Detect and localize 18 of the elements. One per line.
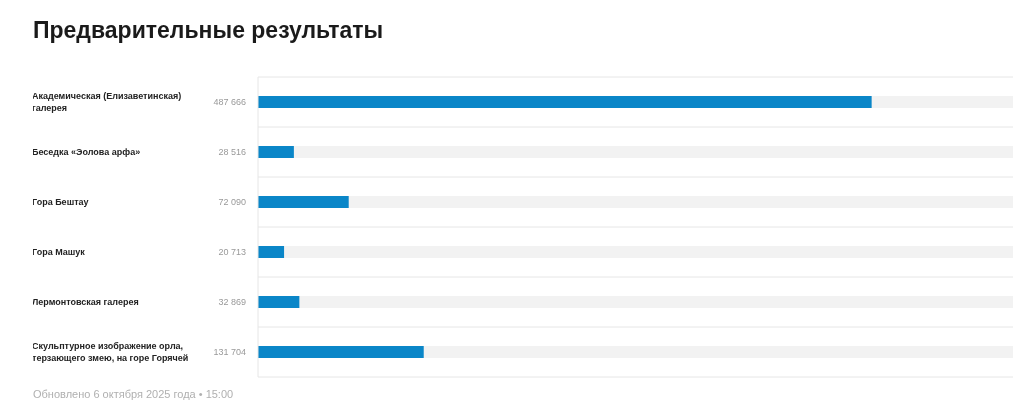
y-tick-label: Академическая (Елизаветинская) галерея	[32, 90, 183, 114]
y-tick-label: Скульптурное изображение орла, терзающего змею, на горе Горячей	[32, 340, 190, 364]
bar	[258, 346, 424, 358]
bar	[258, 196, 349, 208]
bar	[258, 246, 285, 258]
y-tick-label: Гора Машук	[32, 246, 85, 258]
data-label: 72 090	[218, 197, 246, 207]
data-label: 32 869	[218, 297, 246, 307]
y-tick-label: Беседка «Эолова арфа»	[32, 146, 141, 158]
text: Обновлено 6 октября 2025 года • 15:00	[33, 388, 235, 400]
y-tick-label: Гора Бештау	[32, 196, 89, 208]
data-label: 28 516	[218, 147, 246, 157]
data-label: 131 704	[213, 347, 246, 357]
bar	[258, 146, 294, 158]
data-label: 20 713	[218, 247, 246, 257]
bar	[258, 296, 300, 308]
chart-title: Предварительные результаты	[33, 16, 385, 45]
data-label: 487 666	[213, 97, 246, 107]
